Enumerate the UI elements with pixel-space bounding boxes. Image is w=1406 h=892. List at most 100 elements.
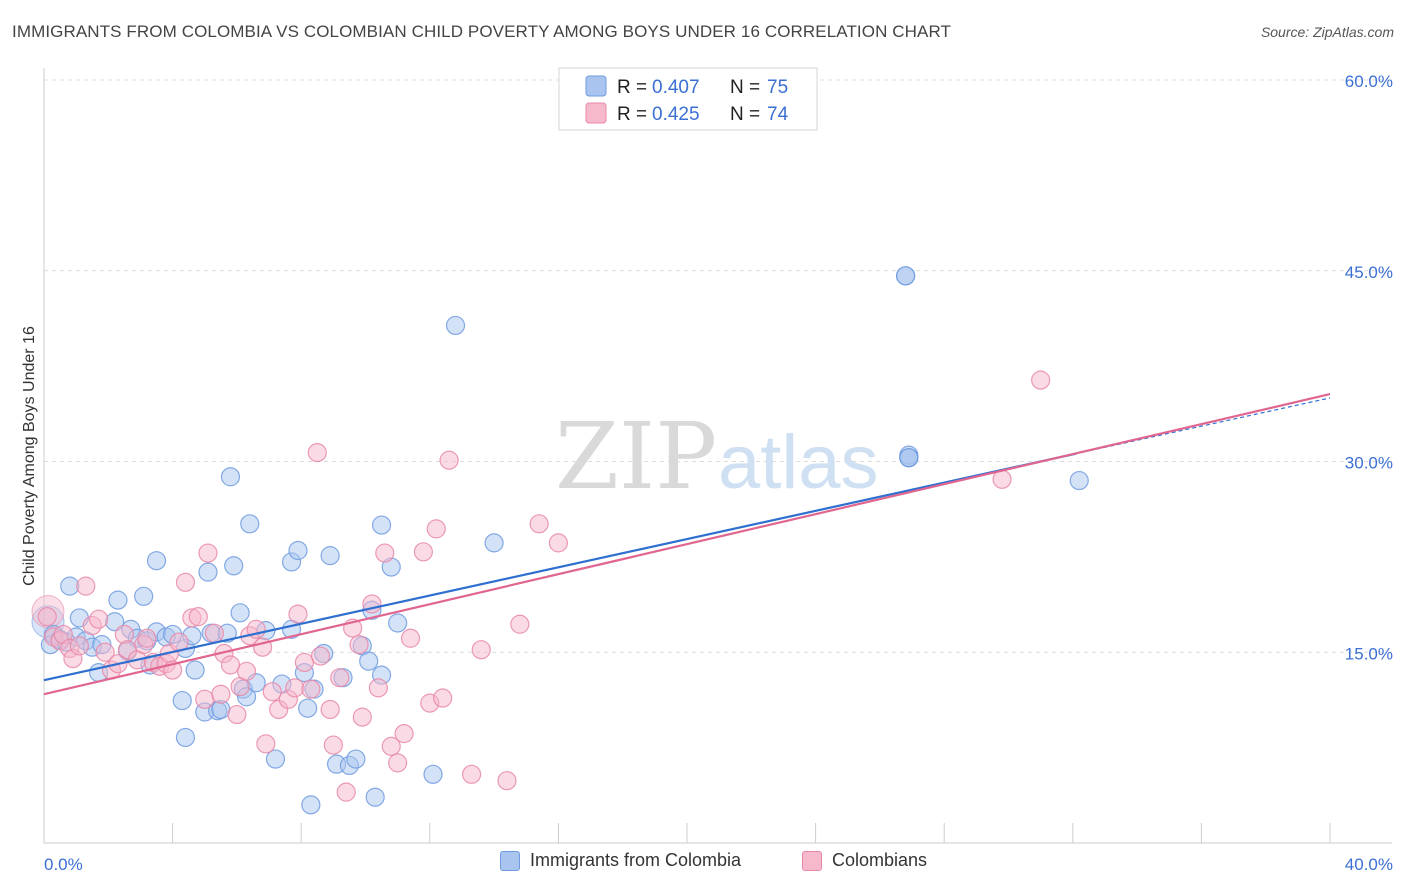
trend-lines (43, 393, 1331, 696)
point-immigrants (288, 540, 308, 561)
point-colombians (211, 684, 231, 704)
y-axis-title: Child Poverty Among Boys Under 16 (21, 326, 38, 586)
point-colombians (381, 736, 401, 756)
point-immigrants (365, 787, 385, 807)
bottom-legend-swatch-immigrants (500, 850, 520, 871)
y-tick-label: 45.0% (1345, 263, 1393, 282)
point-immigrants (60, 576, 80, 596)
point-colombians (400, 628, 421, 648)
point-immigrants (230, 603, 250, 623)
trend-line-immigrants (43, 452, 1077, 682)
point-immigrants (896, 266, 916, 286)
point-colombians (336, 782, 356, 802)
point-immigrants (320, 546, 340, 566)
point-immigrants (198, 562, 218, 582)
legend-r-value-2: 0.425 (652, 104, 700, 125)
point-colombians (320, 699, 340, 720)
trend-line-colombians (43, 393, 1331, 696)
point-colombians (497, 771, 517, 791)
point-colombians (188, 607, 208, 627)
legend-r-label-2: R = (617, 104, 647, 125)
point-colombians (195, 689, 215, 709)
chart-title: IMMIGRANTS FROM COLOMBIA VS COLOMBIAN CH… (12, 22, 952, 41)
point-immigrants (899, 448, 919, 468)
point-immigrants (108, 590, 128, 610)
y-tick-label: 60.0% (1345, 72, 1393, 91)
point-colombians (204, 623, 224, 643)
axes (43, 68, 1392, 844)
point-colombians (285, 678, 305, 698)
point-immigrants (484, 533, 504, 553)
point-colombians (256, 734, 276, 754)
bottom-legend-label-colombians: Colombians (832, 850, 928, 870)
point-colombians (394, 724, 414, 744)
point-colombians (137, 628, 157, 648)
point-immigrants (172, 690, 192, 711)
point-colombians (433, 688, 453, 708)
point-immigrants (298, 698, 318, 718)
point-colombians (301, 679, 321, 699)
point-colombians (413, 542, 433, 562)
watermark-atlas: atlas (718, 420, 879, 505)
point-colombians (368, 678, 388, 698)
point-colombians (307, 442, 327, 463)
point-immigrants (265, 749, 286, 769)
point-colombians (323, 735, 343, 755)
point-colombians (529, 514, 549, 534)
point-immigrants (445, 315, 466, 336)
point-colombians (471, 640, 491, 660)
y-tick-label: 30.0% (1345, 454, 1393, 473)
point-immigrants (185, 660, 205, 680)
point-colombians (89, 609, 109, 629)
point-colombians (175, 572, 196, 592)
grid-lines (44, 79, 1392, 653)
watermark: ZIP atlas (555, 403, 879, 510)
point-colombians (227, 704, 247, 725)
point-colombians (262, 682, 282, 702)
point-colombians (388, 753, 408, 773)
bottom-legend: Immigrants from Colombia Colombians (0, 850, 1406, 878)
legend-swatch-colombians (585, 102, 607, 124)
point-colombians (310, 646, 331, 666)
point-colombians (294, 652, 315, 673)
point-colombians (461, 764, 482, 784)
legend: R = 0.407 N = 75 R = 0.425 N = 74 (558, 67, 818, 131)
point-immigrants (220, 467, 241, 487)
legend-n-label-1: N = (730, 77, 760, 98)
bottom-legend-item-colombians: Colombians (802, 850, 927, 871)
point-colombians (288, 604, 308, 624)
legend-n-value-1: 75 (767, 77, 788, 98)
point-immigrants (371, 515, 392, 535)
point-colombians (76, 576, 96, 596)
point-immigrants (224, 556, 244, 576)
point-colombians (220, 655, 241, 675)
x-tick-labels: 0.0% 40.0% (44, 855, 1393, 874)
legend-n-label-2: N = (730, 104, 760, 125)
point-colombians (236, 661, 257, 681)
legend-n-value-2: 74 (767, 104, 789, 125)
point-colombians (375, 543, 395, 563)
point-colombians (426, 519, 446, 539)
source-credit: Source: ZipAtlas.com (1260, 24, 1394, 40)
point-colombians (1031, 370, 1051, 390)
point-immigrants (134, 586, 154, 606)
point-immigrants (240, 514, 260, 534)
data-points (31, 266, 1089, 815)
bottom-legend-swatch-colombians (802, 850, 822, 871)
point-immigrants (301, 795, 321, 815)
point-immigrants (423, 764, 443, 784)
point-colombians (352, 707, 372, 727)
point-colombians (510, 614, 530, 634)
legend-r-value-1: 0.407 (652, 77, 700, 98)
point-colombians (439, 450, 459, 470)
legend-r-label-1: R = (617, 77, 647, 98)
point-colombians (349, 635, 369, 655)
point-colombians (95, 642, 115, 662)
point-immigrants (359, 651, 379, 671)
y-tick-label: 15.0% (1345, 644, 1393, 663)
x-tick-label: 40.0% (1345, 855, 1393, 874)
point-immigrants (1069, 470, 1089, 491)
legend-swatch-immigrants (585, 75, 607, 97)
point-colombians (37, 607, 57, 627)
point-immigrants (175, 727, 196, 748)
